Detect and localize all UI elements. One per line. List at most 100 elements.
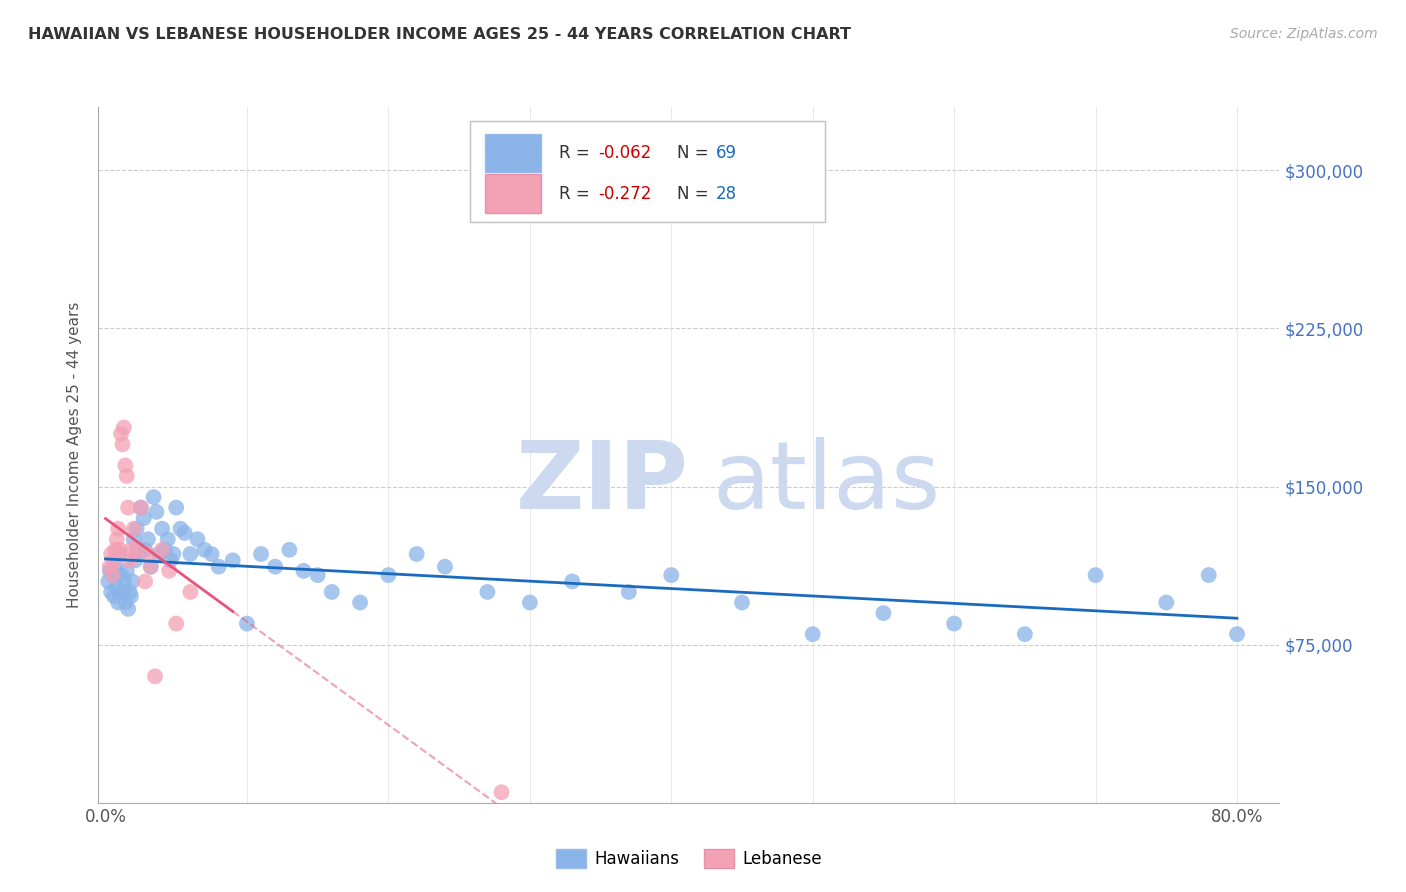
- Point: [236, 616, 259, 631]
- Point: [127, 547, 149, 561]
- Point: [139, 559, 162, 574]
- Point: [433, 559, 456, 574]
- Point: [153, 542, 176, 557]
- Point: [1014, 627, 1036, 641]
- Point: [108, 547, 131, 561]
- Point: [125, 522, 148, 536]
- Point: [165, 500, 187, 515]
- Point: [111, 585, 134, 599]
- Point: [134, 542, 156, 557]
- Point: [103, 589, 125, 603]
- Text: atlas: atlas: [713, 437, 941, 529]
- Point: [100, 547, 122, 561]
- Point: [801, 627, 824, 641]
- Point: [278, 542, 301, 557]
- FancyBboxPatch shape: [485, 175, 541, 213]
- Point: [491, 785, 513, 799]
- Point: [943, 616, 966, 631]
- Point: [659, 568, 682, 582]
- Point: [107, 595, 129, 609]
- Point: [179, 547, 201, 561]
- Point: [519, 595, 541, 609]
- Legend: Hawaiians, Lebanese: Hawaiians, Lebanese: [550, 842, 828, 874]
- Point: [872, 606, 894, 620]
- Point: [112, 574, 135, 589]
- Point: [129, 500, 152, 515]
- Point: [117, 500, 139, 515]
- Point: [114, 458, 136, 473]
- Point: [118, 553, 141, 567]
- Text: N =: N =: [678, 185, 714, 202]
- Point: [124, 553, 146, 567]
- Point: [98, 559, 121, 574]
- Point: [100, 585, 122, 599]
- Point: [111, 437, 134, 451]
- Point: [101, 568, 124, 582]
- Point: [115, 469, 138, 483]
- Point: [477, 585, 499, 599]
- Text: R =: R =: [560, 185, 595, 202]
- Point: [1226, 627, 1249, 641]
- Point: [292, 564, 315, 578]
- Point: [349, 595, 371, 609]
- Point: [200, 547, 222, 561]
- Point: [118, 585, 141, 599]
- Text: ZIP: ZIP: [516, 437, 689, 529]
- Point: [321, 585, 343, 599]
- Point: [561, 574, 583, 589]
- Point: [1084, 568, 1107, 582]
- Point: [145, 505, 167, 519]
- Point: [122, 533, 145, 547]
- Point: [120, 542, 142, 557]
- Point: [208, 559, 231, 574]
- Text: 28: 28: [716, 185, 737, 202]
- Point: [377, 568, 399, 582]
- Text: N =: N =: [678, 145, 714, 162]
- Point: [139, 559, 162, 574]
- Point: [134, 574, 156, 589]
- Point: [250, 547, 273, 561]
- Point: [159, 553, 181, 567]
- FancyBboxPatch shape: [471, 121, 825, 222]
- FancyBboxPatch shape: [485, 134, 541, 172]
- Point: [120, 589, 142, 603]
- Point: [97, 574, 120, 589]
- Point: [143, 669, 166, 683]
- Point: [156, 533, 179, 547]
- Point: [186, 533, 208, 547]
- Point: [150, 542, 173, 557]
- Point: [169, 522, 191, 536]
- Point: [114, 595, 136, 609]
- Point: [136, 533, 159, 547]
- Point: [1156, 595, 1178, 609]
- Point: [107, 522, 129, 536]
- Point: [162, 547, 184, 561]
- Point: [307, 568, 329, 582]
- Y-axis label: Householder Income Ages 25 - 44 years: Householder Income Ages 25 - 44 years: [67, 301, 83, 608]
- Point: [121, 574, 143, 589]
- Text: HAWAIIAN VS LEBANESE HOUSEHOLDER INCOME AGES 25 - 44 YEARS CORRELATION CHART: HAWAIIAN VS LEBANESE HOUSEHOLDER INCOME …: [28, 27, 851, 42]
- Point: [264, 559, 287, 574]
- Point: [142, 490, 165, 504]
- Point: [115, 564, 138, 578]
- Point: [110, 568, 132, 582]
- Point: [108, 542, 131, 557]
- Point: [104, 542, 127, 557]
- Point: [122, 522, 145, 536]
- Text: Source: ZipAtlas.com: Source: ZipAtlas.com: [1230, 27, 1378, 41]
- Text: -0.062: -0.062: [598, 145, 651, 162]
- Point: [103, 553, 125, 567]
- Point: [173, 525, 195, 540]
- Point: [148, 547, 170, 561]
- Point: [731, 595, 754, 609]
- Point: [117, 602, 139, 616]
- Point: [222, 553, 245, 567]
- Point: [1198, 568, 1220, 582]
- Text: R =: R =: [560, 145, 595, 162]
- Point: [125, 542, 148, 557]
- Point: [105, 533, 128, 547]
- Point: [617, 585, 640, 599]
- Point: [157, 564, 180, 578]
- Point: [112, 420, 135, 434]
- Point: [105, 581, 128, 595]
